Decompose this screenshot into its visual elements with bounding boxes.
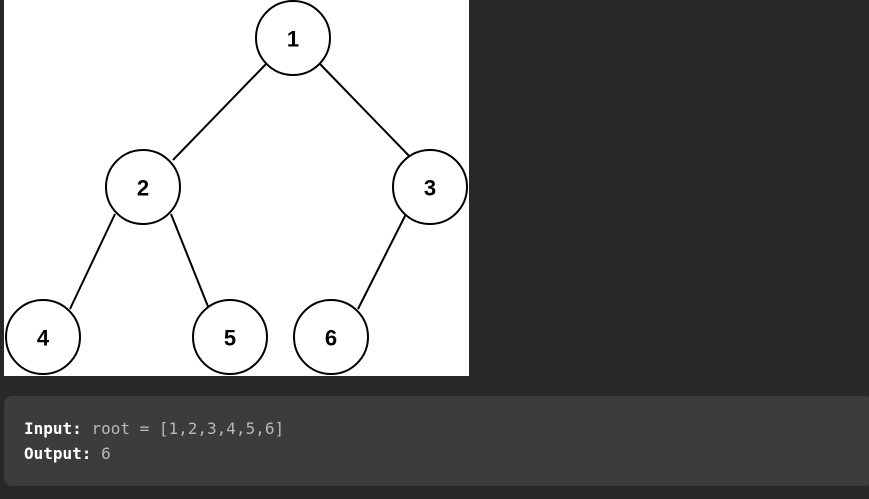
tree-node-4-label: 4 bbox=[37, 326, 50, 351]
example-input-line: Input: root = [1,2,3,4,5,6] bbox=[24, 416, 853, 441]
tree-node-4 bbox=[5, 299, 81, 375]
binary-tree-figure: 1 2 3 4 5 6 bbox=[4, 0, 469, 376]
example-input-label: Input: bbox=[24, 419, 82, 438]
tree-edge-2-4 bbox=[69, 213, 116, 310]
tree-edge-2-5 bbox=[170, 213, 210, 310]
example-output-label: Output: bbox=[24, 444, 92, 463]
tree-node-6-label: 6 bbox=[325, 326, 337, 351]
tree-node-3 bbox=[392, 149, 468, 225]
tree-edge-1-2 bbox=[172, 63, 267, 161]
example-input-value: root = [1,2,3,4,5,6] bbox=[91, 419, 285, 438]
tree-node-1-label: 1 bbox=[287, 27, 299, 52]
tree-node-5 bbox=[192, 299, 268, 375]
tree-node-5-label: 5 bbox=[224, 326, 236, 351]
tree-node-2-label: 2 bbox=[137, 176, 149, 201]
tree-node-6 bbox=[293, 299, 369, 375]
tree-edge-1-3 bbox=[319, 63, 414, 161]
example-output-value: 6 bbox=[101, 444, 111, 463]
example-output-line: Output: 6 bbox=[24, 441, 853, 466]
tree-edge-3-6 bbox=[357, 213, 407, 310]
tree-node-1 bbox=[255, 0, 331, 76]
binary-tree-diagram: 1 2 3 4 5 6 bbox=[5, 0, 468, 375]
example-code-block: Input: root = [1,2,3,4,5,6] Output: 6 bbox=[4, 396, 869, 486]
tree-node-3-label: 3 bbox=[424, 176, 436, 201]
tree-node-2 bbox=[105, 149, 181, 225]
